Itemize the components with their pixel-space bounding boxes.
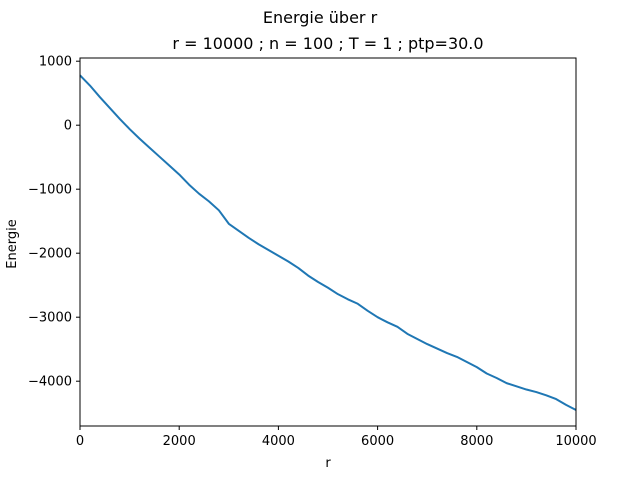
x-tick-label: 4000 [262, 434, 295, 449]
chart-title: Energie über r [263, 8, 378, 27]
plot-area [79, 74, 577, 411]
y-tick-label: −2000 [28, 247, 72, 262]
y-axis-ticks: 1000 0 −1000 −2000 −3000 −4000 [28, 55, 80, 390]
x-tick-label: 10000 [555, 434, 596, 449]
y-tick-label: 0 [64, 119, 72, 134]
x-tick-label: 8000 [460, 434, 493, 449]
y-tick-label: −4000 [28, 375, 72, 390]
y-tick-label: −3000 [28, 311, 72, 326]
x-tick-label: 2000 [163, 434, 196, 449]
plot-frame [79, 57, 577, 427]
x-tick-label: 6000 [361, 434, 394, 449]
y-tick-label: −1000 [28, 183, 72, 198]
y-axis-label: Energie [5, 219, 20, 268]
series-line-1 [79, 74, 577, 411]
x-tick-label: 0 [76, 434, 84, 449]
chart-subtitle: r = 10000 ; n = 100 ; T = 1 ; ptp=30.0 [172, 34, 483, 53]
x-axis-label: r [325, 456, 331, 471]
y-tick-label: 1000 [39, 55, 72, 70]
x-axis-ticks: 0 2000 4000 6000 8000 10000 [76, 426, 597, 449]
